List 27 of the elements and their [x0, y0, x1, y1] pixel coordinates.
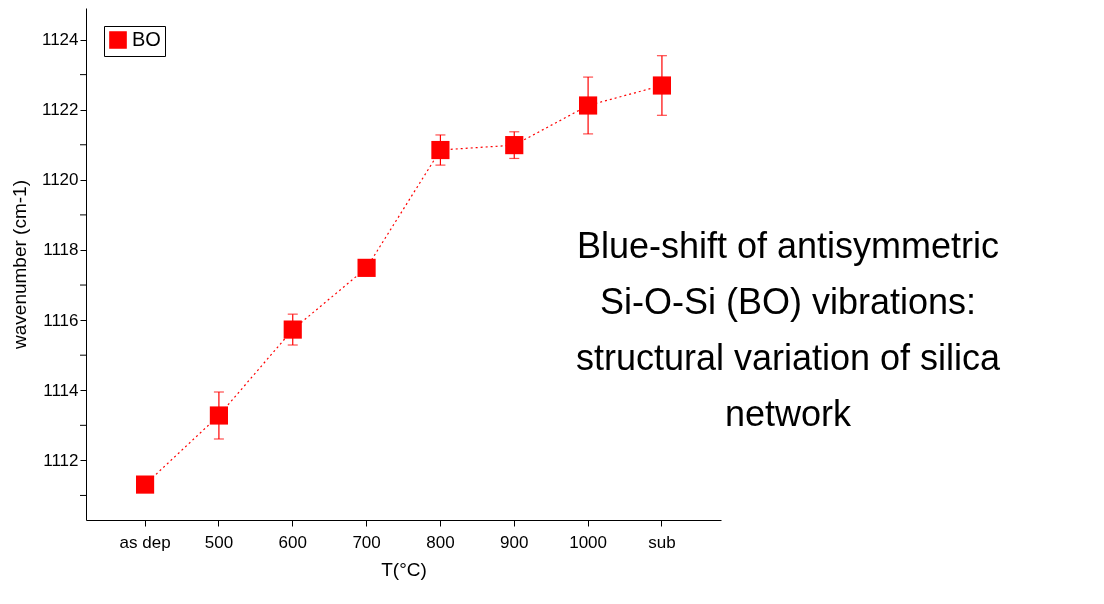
- x-tick-label: 700: [352, 532, 381, 552]
- x-tick-label: 900: [500, 532, 529, 552]
- y-tick-label: 1118: [43, 240, 79, 260]
- x-tick-label: sub: [648, 532, 676, 552]
- y-tick-label: 1120: [41, 170, 79, 190]
- x-tick-label: as dep: [119, 532, 171, 552]
- y-axis-title: wavenumber (cm-1): [8, 180, 30, 350]
- point: [357, 258, 376, 277]
- x-tick-label: 500: [204, 532, 234, 552]
- annotation: Blue-shift of antisymmetric Si-O-Si (BO) vibrations: structural variation of silica network: [575, 225, 1002, 434]
- x-axis-title: T(°C): [381, 558, 427, 580]
- x-tick-label: 800: [426, 532, 455, 552]
- point: [283, 320, 302, 339]
- y-tick-label: 1112: [43, 450, 79, 470]
- legend-label: BO: [132, 28, 161, 50]
- y-tick-label: 1116: [43, 310, 79, 330]
- point: [505, 136, 524, 155]
- y-tick-label: 1114: [43, 380, 79, 400]
- y-tick-label: 1122: [41, 100, 79, 120]
- point: [431, 140, 450, 160]
- point: [209, 406, 228, 425]
- x-tick-label: 600: [278, 532, 307, 552]
- y-tick-label: 1124: [41, 30, 79, 50]
- point: [135, 475, 155, 494]
- point: [579, 96, 598, 115]
- point: [652, 76, 672, 95]
- x-tick-label: 1000: [569, 532, 608, 552]
